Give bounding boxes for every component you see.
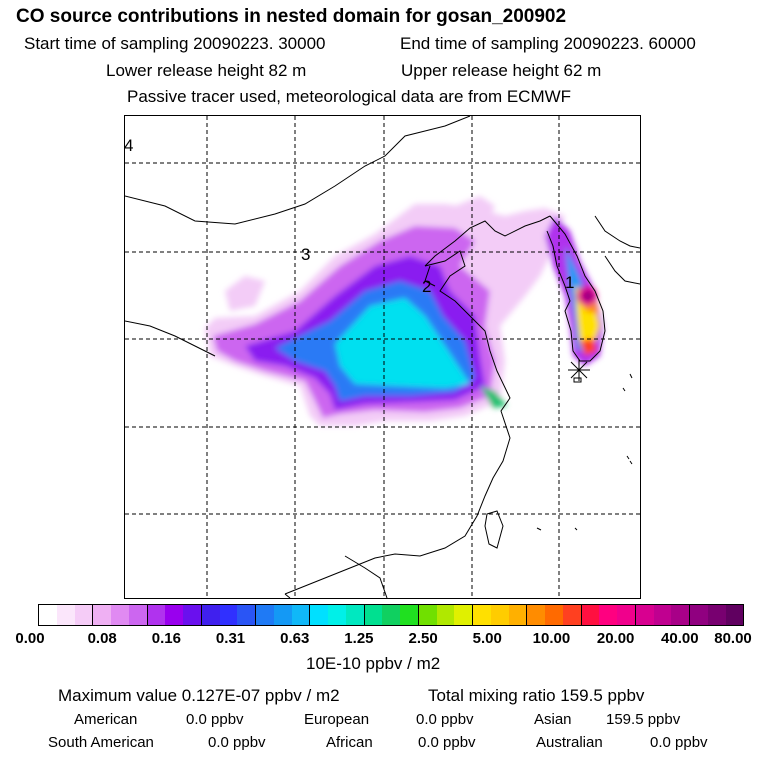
colorbar-tick-label: 5.00 [472,630,502,647]
african-value: 0.0 ppbv [418,734,476,751]
colorbar-segment [39,605,57,625]
colorbar-segment [671,605,690,625]
colorbar-segment [183,605,202,625]
colorbar-segment [635,605,654,625]
coastline-mainland [124,115,511,595]
colorbar-segment [111,605,129,625]
colorbar-segment [599,605,617,625]
colorbar-segment [473,605,491,625]
colorbar-tick-label: 20.00 [596,630,635,647]
asian-label: Asian [534,711,572,728]
colorbar-segment [617,605,636,625]
colorbar-segment [562,605,582,625]
colorbar-tick-label: 0.31 [215,630,246,647]
coastline-korea-east [594,215,641,249]
island-dots [536,373,633,531]
colorbar-tick-label: 0.63 [280,630,310,647]
colorbar-segment [237,605,256,625]
american-label: American [74,711,138,728]
island-taiwan [484,510,504,549]
colorbar-segment [201,605,220,625]
colorbar-segment [490,605,509,625]
colorbar-segment [345,605,365,625]
plume-outer-west [225,276,265,311]
start-time: Start time of sampling 20090223. 30000 [24,34,326,53]
colorbar-segment [256,605,274,625]
colorbar-segment [74,605,94,625]
colorbar-units: 10E-10 ppbv / m2 [306,654,441,673]
concentration-plume [205,196,603,426]
australian-label: Australian [536,734,603,751]
colorbar-segment [581,605,600,625]
colorbar-segment [707,605,726,625]
colorbar-tick-label: 0.16 [151,630,181,647]
colorbar-segment [56,605,75,625]
korea-peak-core [583,291,593,301]
colorbar-segment [219,605,238,625]
european-value: 0.0 ppbv [416,711,474,728]
colorbar-segment [291,605,311,625]
region-label-3: 3 [301,245,310,264]
map-canvas: 4 3 2 1 [124,115,641,599]
korea-south-hotspot [580,338,597,356]
american-value: 0.0 ppbv [186,711,244,728]
south-american-value: 0.0 ppbv [208,734,266,751]
end-time: End time of sampling 20090223. 60000 [400,34,696,53]
colorbar-segment [382,605,400,625]
colorbar-segment [128,605,148,625]
colorbar-tick-label: 10.00 [532,630,571,647]
colorbar-segment [364,605,383,625]
colorbar-segment [400,605,419,625]
colorbar-segment [273,605,292,625]
colorbar-tick-label: 0.08 [87,630,117,647]
maximum-value: Maximum value 0.127E-07 ppbv / m2 [58,686,340,705]
colorbar-tick-label: 80.00 [714,630,752,647]
total-mixing-ratio: Total mixing ratio 159.5 ppbv [428,686,645,705]
region-label-1: 1 [565,273,574,292]
australian-value: 0.0 ppbv [650,734,708,751]
colorbar-segment [508,605,528,625]
plume-outer-north [455,196,495,226]
colorbar-segment [545,605,563,625]
island-jeju [573,377,582,383]
lat-lon-grid [125,116,640,598]
asterisk-icon [568,359,590,381]
colorbar-segment [690,605,708,625]
colorbar-tick-label: 40.00 [661,630,699,647]
colorbar-segment [436,605,455,625]
colorbar-tick-label: 1.25 [344,630,374,647]
colorbar-segment [454,605,473,625]
plume-green [480,386,507,408]
colorbar-tick-label: 0.00 [15,630,45,647]
colorbar-segment [310,605,328,625]
lower-release-height: Lower release height 82 m [106,61,307,80]
colorbar-segment [418,605,437,625]
region-label-4: 4 [125,136,133,155]
colorbar-segment [93,605,111,625]
colorbar-segment [328,605,346,625]
tracer-note: Passive tracer used, meteorological data… [127,87,572,106]
colorbar-segment [725,605,744,625]
figure-title: CO source contributions in nested domain… [16,6,567,27]
colorbar-tick-label: 2.50 [408,630,438,647]
upper-release-height: Upper release height 62 m [401,61,602,80]
map-panel: 4 3 2 1 [124,115,641,599]
south-american-label: South American [48,734,154,751]
colorbar-segment [165,605,183,625]
coastline-bohai [424,215,551,267]
plume-cyan [335,298,470,388]
african-label: African [326,734,373,751]
asian-value: 159.5 ppbv [606,711,681,728]
colorbar [38,604,744,626]
colorbar-segment [653,605,672,625]
european-label: European [304,711,370,728]
coastline-korea [546,215,641,362]
colorbar-segment [527,605,545,625]
region-label-2: 2 [422,277,431,296]
colorbar-segment [147,605,166,625]
